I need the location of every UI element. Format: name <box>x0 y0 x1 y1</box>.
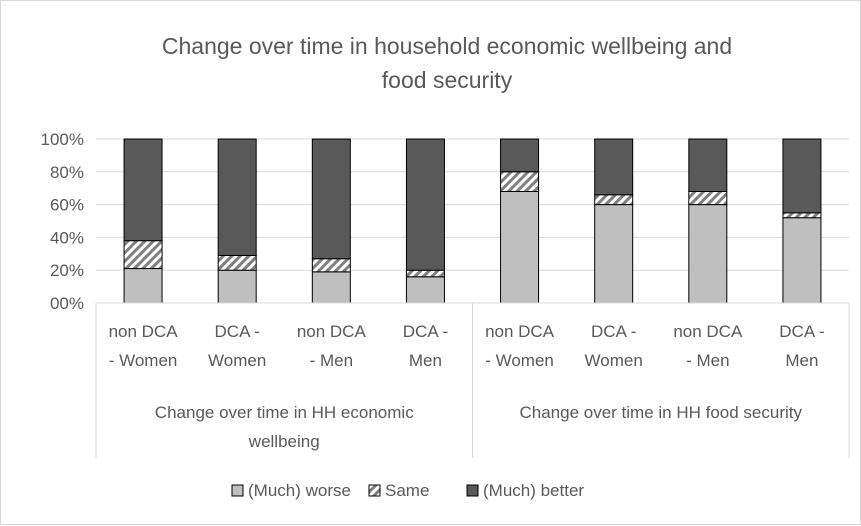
y-tick-label: 80% <box>50 163 84 182</box>
bar-segment <box>688 138 728 192</box>
category-label: Men <box>785 351 818 370</box>
legend-swatch <box>466 484 479 497</box>
gridlines <box>96 138 849 304</box>
category-label: Women <box>208 351 266 370</box>
legend-label: Same <box>385 481 429 500</box>
bar-segment <box>782 212 822 219</box>
legend-swatch <box>231 484 244 497</box>
group-label: Change over time in HH economic <box>155 403 414 422</box>
bar-segment <box>123 240 163 270</box>
y-tick-label: 40% <box>50 228 84 247</box>
chart-title: Change over time in household economic w… <box>162 33 732 93</box>
legend-swatch <box>368 484 381 497</box>
bar-segment <box>782 217 822 304</box>
category-label: - Women <box>485 351 554 370</box>
category-label: DCA - <box>215 322 260 341</box>
bars <box>123 138 822 304</box>
category-label: - Men <box>310 351 353 370</box>
category-label: - Women <box>109 351 178 370</box>
bar-segment <box>311 258 351 273</box>
bar-segment <box>123 268 163 304</box>
y-tick-label: 20% <box>50 261 84 280</box>
bar-segment <box>405 276 445 304</box>
legend-label: (Much) worse <box>248 481 351 500</box>
bar-segment <box>311 271 351 304</box>
bar-segment <box>688 204 728 304</box>
y-tick-label: 00% <box>50 294 84 313</box>
category-label: DCA - <box>591 322 636 341</box>
bar-segment <box>123 138 163 242</box>
bar-segment <box>405 138 445 271</box>
category-label: DCA - <box>403 322 448 341</box>
y-tick-label: 60% <box>50 196 84 215</box>
category-label: non DCA <box>673 322 743 341</box>
bar-segment <box>594 204 634 304</box>
bar-segment <box>500 190 540 304</box>
bar-segment <box>217 269 257 304</box>
category-label: non DCA <box>109 322 179 341</box>
bar-segment <box>594 138 634 196</box>
bar-segment <box>217 138 257 256</box>
chart-title-line: food security <box>382 67 513 93</box>
category-label: non DCA <box>485 322 555 341</box>
bar-segment <box>311 138 351 260</box>
group-label: wellbeing <box>248 432 320 451</box>
chart-title-line: Change over time in household economic w… <box>162 33 732 59</box>
bar-segment <box>217 254 257 271</box>
bar-segment <box>688 190 728 206</box>
bar-segment <box>500 138 540 173</box>
group-label: Change over time in HH food security <box>519 403 802 422</box>
legend-label: (Much) better <box>483 481 584 500</box>
category-label: non DCA <box>297 322 367 341</box>
y-axis-ticks: 00% 20% 40% 60% 80% 100% <box>41 130 84 313</box>
category-label: Women <box>585 351 643 370</box>
bar-segment <box>594 194 634 206</box>
category-label: - Men <box>686 351 729 370</box>
bar-segment <box>500 171 540 192</box>
legend: (Much) worse Same (Much) better <box>231 481 584 500</box>
category-label: Men <box>409 351 442 370</box>
category-label: DCA - <box>779 322 824 341</box>
bar-segment <box>782 138 822 214</box>
y-tick-label: 100% <box>41 130 84 149</box>
category-axis: non DCA - Women DCA - Women non DCA - Men DCA … <box>95 302 850 458</box>
bar-segment <box>405 269 445 278</box>
